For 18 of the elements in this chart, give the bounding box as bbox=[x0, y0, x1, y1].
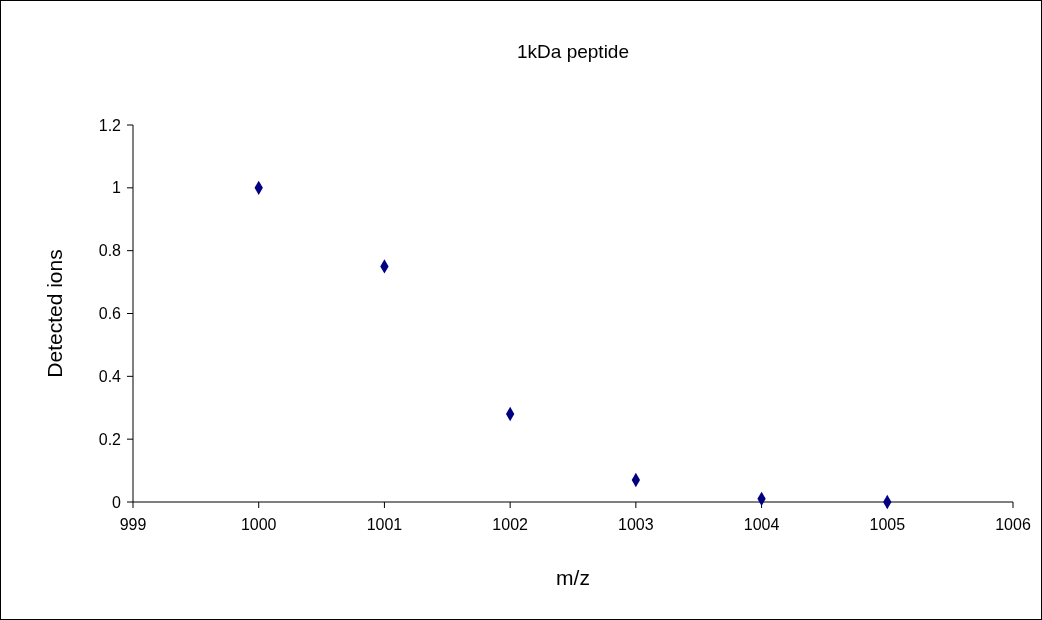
x-tick-label: 999 bbox=[119, 516, 147, 533]
y-tick-label: 0.8 bbox=[98, 242, 122, 260]
chart-title: 1kDa peptide bbox=[517, 41, 629, 62]
x-tick-label: 1002 bbox=[492, 516, 529, 533]
x-axis-title: m/z bbox=[556, 566, 590, 589]
x-tick-label: 1004 bbox=[743, 516, 780, 533]
y-axis-title: Detected ions bbox=[43, 249, 66, 378]
y-tick-label: 0 bbox=[112, 493, 122, 511]
y-tick-label: 0.6 bbox=[98, 305, 122, 323]
y-tick-label: 1.2 bbox=[98, 116, 122, 134]
x-tick-label: 1006 bbox=[995, 516, 1031, 533]
x-tick-label: 1005 bbox=[869, 516, 906, 533]
y-tick-label: 0.4 bbox=[98, 367, 122, 385]
x-tick-label: 1000 bbox=[240, 516, 277, 533]
x-tick-label: 1003 bbox=[618, 516, 654, 533]
y-tick-label: 0.2 bbox=[98, 430, 122, 448]
y-tick-label: 1 bbox=[112, 179, 122, 197]
x-tick-label: 1001 bbox=[366, 516, 403, 533]
